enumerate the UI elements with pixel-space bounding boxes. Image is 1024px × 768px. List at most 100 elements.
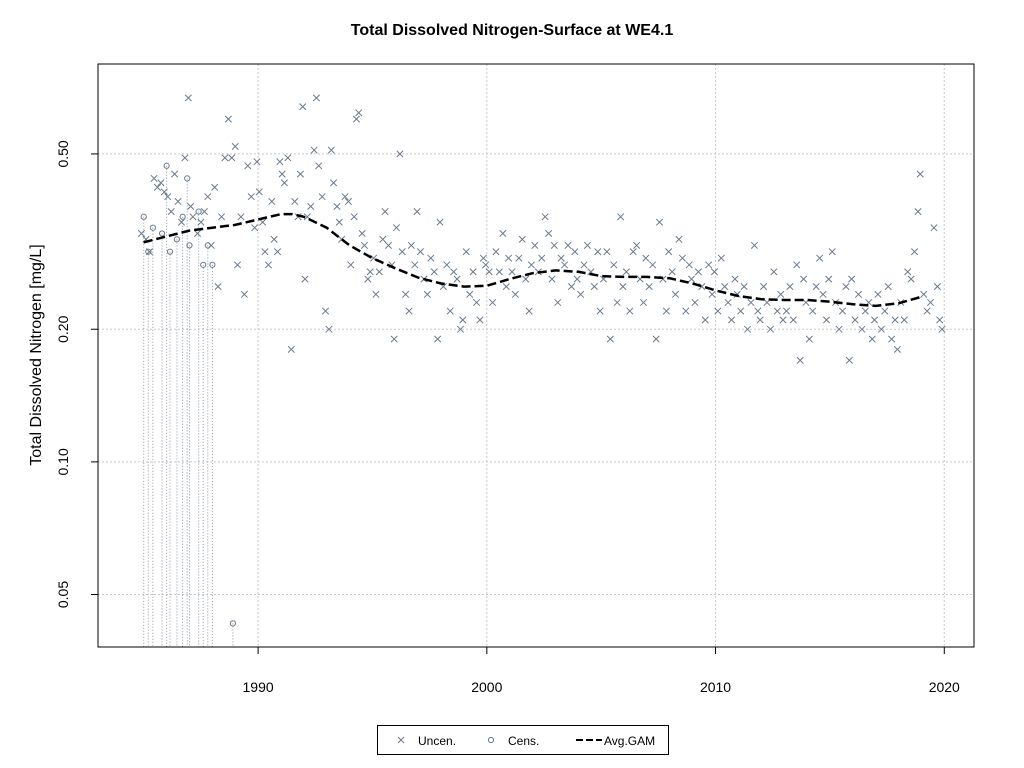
uncensored-point [379, 235, 387, 243]
gam-series [143, 212, 922, 308]
uncensored-point [450, 268, 458, 276]
uncensored-point [550, 241, 558, 249]
uncensored-point [796, 356, 804, 364]
uncensored-point [900, 316, 908, 324]
uncensored-point [812, 282, 820, 291]
uncensored-point [642, 254, 650, 262]
censored-point [229, 620, 237, 627]
uncensored-point [453, 275, 461, 283]
uncensored-point [610, 261, 618, 269]
uncensored-point [469, 268, 477, 276]
uncensored-point [721, 282, 729, 291]
uncensored-point [390, 335, 398, 343]
uncensored-point [443, 261, 451, 269]
uncensored-point [381, 207, 389, 216]
uncensored-point [724, 298, 732, 307]
uncensored-point [888, 335, 896, 343]
uncensored-point [137, 229, 146, 237]
uncensored-point [531, 241, 539, 249]
uncensored-point [554, 298, 562, 307]
uncensored-point [541, 213, 549, 221]
uncensored-point [224, 115, 232, 123]
uncensored-point [881, 307, 889, 315]
uncensored-point [251, 224, 259, 232]
uncensored-point [333, 202, 341, 210]
uncensored-point [868, 335, 876, 343]
uncensored-point [434, 335, 442, 343]
uncensored-point [233, 261, 242, 269]
uncensored-point [825, 275, 833, 283]
uncensored-point [237, 213, 245, 221]
uncensored-point [171, 170, 179, 178]
uncensored-point [728, 316, 736, 324]
plot-frame [97, 63, 975, 648]
uncensored-point [705, 261, 713, 269]
uncensored-point [754, 307, 762, 315]
uncensored-point [740, 282, 748, 291]
uncensored-point [221, 154, 229, 162]
uncensored-point [770, 268, 778, 276]
censored-point [179, 213, 186, 220]
uncensored-point [384, 241, 393, 249]
uncensored-point [296, 170, 304, 178]
uncensored-point [508, 268, 516, 276]
legend-item-gam: Avg.GAM [574, 733, 670, 749]
dashed-line-icon [576, 739, 602, 741]
uncensored-point [402, 290, 410, 298]
censored-point [204, 242, 211, 249]
uncensored-point [466, 290, 474, 298]
uncensored-point [622, 268, 630, 276]
uncensored-point [573, 275, 581, 283]
uncensored-point [884, 282, 892, 291]
uncensored-point [495, 268, 503, 276]
censored-point [184, 175, 191, 182]
uncensored-point [427, 254, 435, 262]
uncensored-point [423, 290, 431, 298]
uncensored-point [842, 282, 850, 291]
uncensored-point [594, 248, 602, 256]
uncensored-point [189, 213, 197, 221]
uncensored-point [926, 298, 935, 307]
uncensored-point [571, 248, 579, 256]
uncensored-point [907, 275, 915, 283]
uncensored-point [197, 218, 205, 226]
uncensored-point [413, 207, 421, 216]
uncensored-point [687, 275, 696, 283]
uncensored-point [522, 275, 530, 283]
uncensored-point [851, 316, 859, 324]
uncensored-point [396, 150, 404, 158]
y-tick-label: 0.10 [55, 448, 71, 475]
uncensored-point [352, 115, 361, 123]
uncensored-point [596, 307, 604, 315]
uncensored-point [322, 307, 330, 315]
uncensored-point [564, 241, 572, 249]
uncensored-point [335, 218, 343, 226]
uncensored-point [207, 241, 215, 249]
uncensored-point [392, 224, 401, 232]
uncensored-point [557, 254, 565, 262]
uncensored-point [253, 158, 261, 166]
uncensored-point [280, 179, 288, 187]
uncensored-point [240, 290, 248, 298]
uncensored-point [779, 316, 787, 324]
uncensored-point [874, 290, 882, 298]
uncensored-point [153, 183, 162, 191]
uncensored-point [459, 316, 467, 324]
y-tick-label: 0.50 [55, 140, 71, 167]
uncensored-point [633, 241, 641, 249]
uncensored-point [294, 213, 302, 221]
censored-point [158, 230, 166, 237]
uncensored-point [938, 325, 946, 333]
legend-item-cens: Cens. [478, 733, 558, 749]
y-tick-label: 0.05 [55, 581, 71, 608]
uncensored-point [819, 290, 827, 298]
uncensored-point [200, 207, 208, 216]
uncensored-point [318, 193, 326, 201]
uncensored-point [505, 254, 513, 262]
uncensored-point [665, 248, 673, 256]
uncensored-point [877, 325, 885, 333]
uncensored-point [525, 307, 533, 315]
uncensored-point [603, 248, 611, 256]
uncensored-point [301, 275, 309, 283]
uncensored-point [228, 154, 236, 162]
